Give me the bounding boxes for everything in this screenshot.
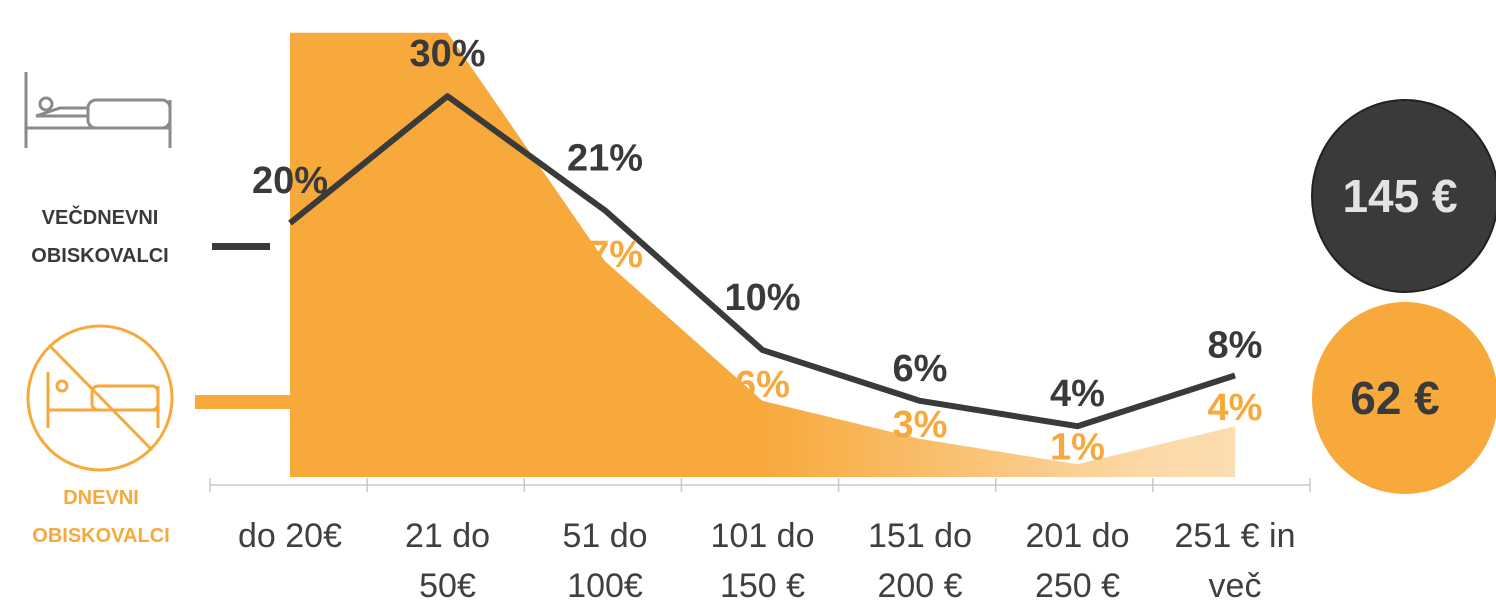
data-label-multi-day: 4%: [1050, 373, 1105, 415]
badge-day-average: 62 €: [1312, 302, 1496, 494]
badge-day-circle: [1312, 302, 1496, 494]
area-day-visitors: [290, 32, 1235, 477]
legend-day: DNEVNI OBISKOVALCI: [26, 324, 290, 547]
x-tick-label: 150 €: [720, 567, 805, 600]
badge-multi-day-average: 145 €: [1311, 99, 1496, 293]
data-label-multi-day: 10%: [724, 277, 800, 319]
data-label-multi-day: 21%: [567, 137, 643, 179]
x-tick-label: 251 € in: [1175, 517, 1296, 555]
data-label-day: 3%: [893, 404, 948, 446]
legend-multi-day-swatch: [212, 243, 270, 250]
x-tick-label: 151 do: [868, 517, 972, 555]
x-tick-label: 250 €: [1035, 567, 1120, 600]
badge-day-value: 62 €: [1350, 372, 1440, 424]
no-bed-icon: [26, 324, 174, 472]
data-label-multi-day: 20%: [252, 160, 328, 202]
line-multi-day-visitors: [288, 93, 1236, 430]
badge-multi-day-value: 145 €: [1342, 170, 1457, 222]
data-label-day: 4%: [1208, 387, 1263, 429]
legend-multi-day-line2: OBISKOVALCI: [31, 245, 168, 267]
legend-day-swatch: [195, 395, 290, 409]
data-label-day: 17%: [567, 234, 643, 276]
x-tick-label: več: [1209, 567, 1262, 600]
legend-day-line1: DNEVNI: [63, 487, 139, 509]
bed-icon: [24, 72, 172, 148]
data-label-day: 6%: [735, 364, 790, 406]
x-tick-label: 51 do: [562, 517, 647, 555]
badge-multi-day-circle: [1311, 99, 1496, 293]
legend-multi-day: VEČDNEVNI OBISKOVALCI: [24, 72, 270, 267]
plot-area: do 20€ 21 do 50€ 51 do 100€ 101 do 150 € 151 do…: [209, 32, 1311, 600]
data-label-multi-day: 6%: [893, 348, 948, 390]
x-tick-label: 201 do: [1026, 517, 1130, 555]
legend-multi-day-line1: VEČDNEVNI: [42, 205, 159, 229]
x-tick-label: 101 do: [711, 517, 815, 555]
data-label-multi-day: 8%: [1208, 324, 1263, 366]
legend-day-line2: OBISKOVALCI: [32, 525, 169, 547]
data-label-day: 1%: [1050, 426, 1105, 468]
x-tick-label: do 20€: [238, 517, 342, 555]
x-tick-label: 21 do: [405, 517, 490, 555]
x-tick-label: 50€: [419, 567, 476, 600]
x-tick-label: 100€: [567, 567, 643, 600]
x-tick-label: 200 €: [877, 567, 962, 600]
data-label-multi-day: 30%: [409, 33, 485, 75]
